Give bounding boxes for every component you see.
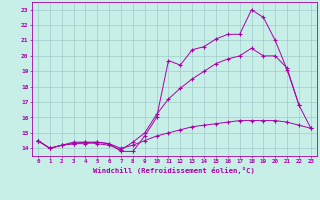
- X-axis label: Windchill (Refroidissement éolien,°C): Windchill (Refroidissement éolien,°C): [93, 167, 255, 174]
